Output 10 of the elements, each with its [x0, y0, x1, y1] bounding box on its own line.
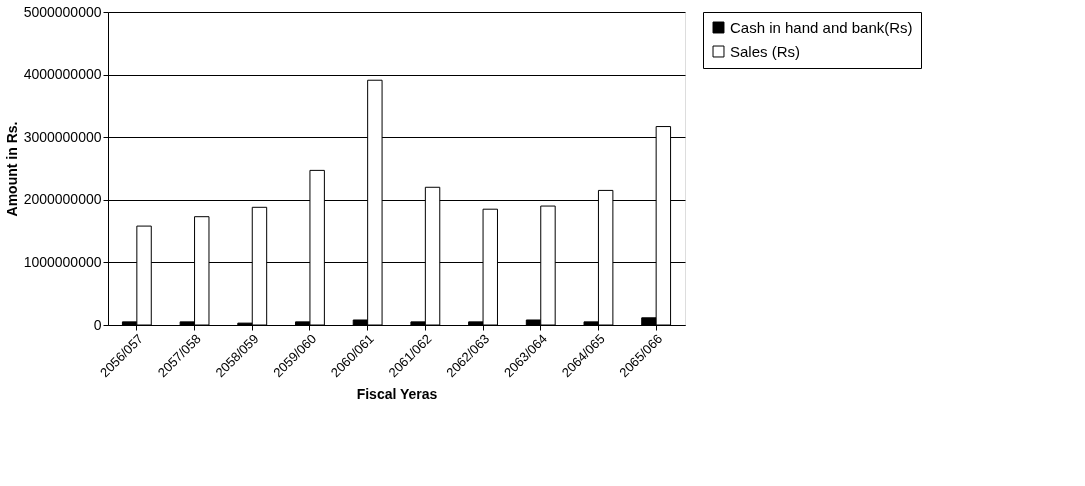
y-tick-label: 2000000000 — [23, 191, 102, 208]
y-axis-title: Amount in Rs. — [3, 121, 20, 217]
x-axis-title: Fiscal Yeras — [356, 386, 438, 403]
legend-label: Cash in hand and bank(Rs) — [730, 18, 913, 36]
y-tick-label: 0 — [93, 316, 102, 333]
y-tick-label: 5000000000 — [23, 3, 102, 20]
legend-label: Sales (Rs) — [730, 42, 801, 60]
y-tick-label: 1000000000 — [23, 253, 102, 270]
y-tick-label: 4000000000 — [23, 66, 102, 83]
y-tick-label: 3000000000 — [23, 128, 102, 145]
